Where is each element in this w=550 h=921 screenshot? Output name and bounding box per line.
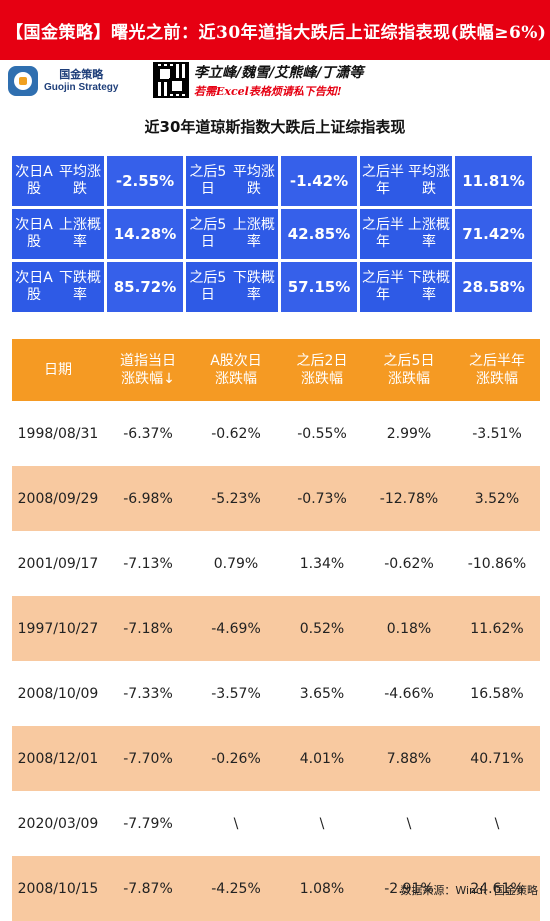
title-banner: 【国金策略】曙光之前：近30年道指大跌后上证综指表现(跌幅≥6%) [0,0,550,60]
table-cell: -7.70% [123,750,173,767]
table-cell: 11.62% [470,620,524,637]
stat-label: 之后5日 下跌概率 [186,262,278,312]
table-cell: -5.23% [211,490,261,507]
table-cell: -4.69% [211,620,261,637]
stat-value: -1.42% [281,156,357,206]
table-cell: -4.66% [384,685,434,702]
stat-label: 之后半年 下跌概率 [360,262,452,312]
qr-code-icon [153,62,189,98]
table-cell: 24.61% [470,880,524,897]
table-cell: -2.91% [384,880,434,897]
table-cell: -3.57% [211,685,261,702]
table-cell: 0.18% [386,620,432,637]
table-cell: -3.51% [472,425,522,442]
authors: 李立峰/魏雪/艾熊峰/丁潇等 [194,65,364,81]
stat-label: 次日A股 下跌概率 [12,262,104,312]
table-row: 2008/10/15 -7.87% -4.25% 1.08% -2.91% 24… [12,856,540,921]
stat-value: -2.55% [107,156,183,206]
table-cell: -12.78% [379,490,439,507]
stat-value: 57.15% [281,262,357,312]
table-cell: 2008/10/15 [17,880,99,897]
stat-row: 次日A股 下跌概率 85.72% 之后5日 下跌概率 57.15% 之后半年 下跌概率… [12,262,540,312]
table-cell: -10.86% [467,555,527,572]
events-table: 日期 道指当日 涨跌幅↓ A股次日 涨跌幅 之后2日 涨跌幅 之后5日 涨跌幅 之后半年… [12,339,540,921]
table-row: 2008/09/29 -6.98% -5.23% -0.73% -12.78% … [12,466,540,531]
column-header-a-share-next-day: A股次日 涨跌幅 [210,352,262,387]
table-row: 2008/10/09 -7.33% -3.57% 3.65% -4.66% 16… [12,661,540,726]
data-source-note: 数据来源：Wind、国金策略 [400,884,538,897]
logo-mark-icon [8,66,38,96]
column-header-date: 日期 [44,361,72,378]
table-cell: 2.99% [386,425,432,442]
table-cell: 1997/10/27 [17,620,99,637]
table-cell: 2008/12/01 [17,750,99,767]
table-cell: 3.65% [299,685,345,702]
table-row: 2001/09/17 -7.13% 0.79% 1.34% -0.62% -10… [12,531,540,596]
stat-value: 71.42% [455,209,532,259]
table-cell: -6.37% [123,425,173,442]
table-cell: 4.01% [299,750,345,767]
table-cell: 0.79% [213,555,259,572]
table-cell: -7.13% [123,555,173,572]
table-cell: \ [494,815,500,832]
table-cell: 1.34% [299,555,345,572]
table-cell: \ [233,815,239,832]
table-cell: 2008/10/09 [17,685,99,702]
table-cell: -7.33% [123,685,173,702]
table-cell: -0.62% [211,425,261,442]
table-cell: -0.26% [211,750,261,767]
table-cell: 0.52% [299,620,345,637]
stat-value: 42.85% [281,209,357,259]
column-header-dow-change: 道指当日 涨跌幅↓ [120,352,176,387]
stat-label: 次日A股 上涨概率 [12,209,104,259]
table-cell: 2008/09/29 [17,490,99,507]
stat-row: 次日A股 上涨概率 14.28% 之后5日 上涨概率 42.85% 之后半年 上涨概率… [12,209,540,259]
logo-cn-text: 国金策略 [59,67,104,81]
stat-row: 次日A股 平均涨跌 -2.55% 之后5日 平均涨跌 -1.42% 之后半年 平均涨跌… [12,156,540,206]
table-row: 2020/03/09 -7.79% \ \ \ \ [12,791,540,856]
stat-value: 85.72% [107,262,183,312]
table-cell: 7.88% [386,750,432,767]
table-cell: 1.08% [299,880,345,897]
table-row: 2008/12/01 -7.70% -0.26% 4.01% 7.88% 40.… [12,726,540,791]
table-cell: 40.71% [470,750,524,767]
column-header-after-2-days: 之后2日 涨跌幅 [296,352,348,387]
column-header-after-5-days: 之后5日 涨跌幅 [383,352,435,387]
summary-stats: 次日A股 平均涨跌 -2.55% 之后5日 平均涨跌 -1.42% 之后半年 平均涨跌… [12,156,540,315]
table-cell: 1998/08/31 [17,425,99,442]
stat-label: 之后半年 上涨概率 [360,209,452,259]
logo-en-text: Guojin Strategy [44,81,119,93]
table-cell: 16.58% [470,685,524,702]
stat-label: 之后5日 上涨概率 [186,209,278,259]
table-title: 近30年道琼斯指数大跌后上证综指表现 [144,118,406,136]
stat-value: 14.28% [107,209,183,259]
excel-note: 若需Excel表格烦请私下告知! [194,85,342,98]
table-cell: -7.18% [123,620,173,637]
table-row: 1997/10/27 -7.18% -4.69% 0.52% 0.18% 11.… [12,596,540,661]
table-cell: -6.98% [123,490,173,507]
table-cell: 2020/03/09 [17,815,99,832]
table-cell: -4.25% [211,880,261,897]
table-header: 日期 道指当日 涨跌幅↓ A股次日 涨跌幅 之后2日 涨跌幅 之后5日 涨跌幅 之后半年… [12,339,540,401]
stat-value: 11.81% [455,156,532,206]
table-cell: \ [406,815,412,832]
guojin-logo: 国金策略 Guojin Strategy [4,63,150,99]
table-cell: \ [319,815,325,832]
brand-bar: 国金策略 Guojin Strategy 李立峰/魏雪/艾熊峰/丁潇等 若需Ex… [0,60,550,102]
column-header-after-half-year: 之后半年 涨跌幅 [469,352,525,387]
banner-title: 【国金策略】曙光之前：近30年道指大跌后上证综指表现(跌幅≥6%) [6,22,547,43]
table-cell: -7.79% [123,815,173,832]
table-cell: -0.62% [384,555,434,572]
stat-value: 28.58% [455,262,532,312]
stat-label: 之后5日 平均涨跌 [186,156,278,206]
stat-label: 之后半年 平均涨跌 [360,156,452,206]
table-cell: -7.87% [123,880,173,897]
table-row: 1998/08/31 -6.37% -0.62% -0.55% 2.99% -3… [12,401,540,466]
table-cell: 3.52% [474,490,520,507]
table-cell: 2001/09/17 [17,555,99,572]
stat-label: 次日A股 平均涨跌 [12,156,104,206]
table-cell: -0.55% [297,425,347,442]
table-cell: -0.73% [297,490,347,507]
